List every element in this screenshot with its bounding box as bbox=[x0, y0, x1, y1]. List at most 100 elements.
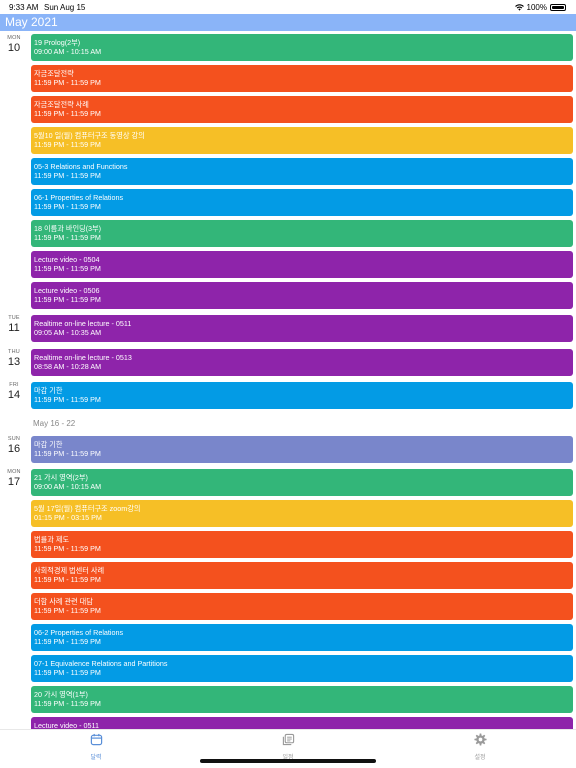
event-title: 19 Prolog(2부) bbox=[34, 38, 81, 47]
event-title: 18 이름과 바인딩(3부) bbox=[34, 224, 102, 233]
event-time: 11:59 PM - 11:59 PM bbox=[34, 264, 101, 273]
event-time: 11:59 PM - 11:59 PM bbox=[34, 295, 101, 304]
event-time: 11:59 PM - 11:59 PM bbox=[34, 171, 101, 180]
event-card[interactable]: Realtime on-line lecture - 0511 09:05 AM … bbox=[31, 315, 573, 342]
event-title: 07-1 Equivalence Relations and Partition… bbox=[34, 659, 168, 668]
day-of-week: MON bbox=[7, 469, 21, 475]
day-of-week: MON bbox=[7, 35, 21, 41]
tab-label: 설정 bbox=[474, 755, 486, 761]
event-title: 법률과 제도 bbox=[34, 535, 70, 544]
event-card[interactable]: 자금조달전략 11:59 PM - 11:59 PM bbox=[31, 65, 573, 92]
event-card[interactable]: Lecture video - 0504 11:59 PM - 11:59 PM bbox=[31, 251, 573, 278]
event-time: 11:59 PM - 11:59 PM bbox=[34, 109, 101, 118]
event-time: 11:59 PM - 11:59 PM bbox=[34, 606, 101, 615]
tab-calendar[interactable]: 달력 bbox=[66, 733, 126, 761]
day-label: FRI 14 bbox=[0, 382, 28, 401]
battery-icon bbox=[550, 4, 566, 11]
wifi-icon bbox=[514, 4, 524, 11]
event-time: 11:59 PM - 11:59 PM bbox=[34, 637, 101, 646]
event-time: 09:00 AM - 10:15 AM bbox=[34, 47, 102, 56]
day-number: 16 bbox=[7, 443, 21, 455]
event-card[interactable]: 마감 기한 11:59 PM - 11:59 PM bbox=[31, 436, 573, 463]
event-time: 09:00 AM - 10:15 AM bbox=[34, 482, 102, 491]
event-time: 11:59 PM - 11:59 PM bbox=[34, 449, 101, 458]
event-title: Lecture video - 0511 bbox=[34, 721, 99, 729]
event-title: Realtime on-line lecture - 0513 bbox=[34, 353, 132, 362]
event-card[interactable]: 사회적경제 법센터 사례 11:59 PM - 11:59 PM bbox=[31, 562, 573, 589]
event-time: 11:59 PM - 11:59 PM bbox=[34, 202, 101, 211]
tab-settings[interactable]: 설정 bbox=[450, 733, 510, 761]
status-bar: 9:33 AM Sun Aug 15 100% bbox=[0, 0, 576, 14]
week-separator: May 16 - 22 bbox=[33, 419, 76, 428]
event-card[interactable]: 자금조달전략 사례 11:59 PM - 11:59 PM bbox=[31, 96, 573, 123]
event-title: 5월10 일(월) 컴퓨터구조 동영상 강의 bbox=[34, 131, 145, 140]
event-time: 11:59 PM - 11:59 PM bbox=[34, 78, 101, 87]
event-card[interactable]: 5월 17일(월) 컴퓨터구조 zoom강의 01:15 PM - 03:15 P… bbox=[31, 500, 573, 527]
event-title: Realtime on-line lecture - 0511 bbox=[34, 319, 132, 328]
event-title: 21 가시 영역(2부) bbox=[34, 473, 88, 482]
event-card[interactable]: 06-2 Properties of Relations 11:59 PM - 1… bbox=[31, 624, 573, 651]
day-label: MON 17 bbox=[0, 469, 28, 488]
event-time: 09:05 AM - 10:35 AM bbox=[34, 328, 102, 337]
event-title: 06-1 Properties of Relations bbox=[34, 193, 124, 202]
day-number: 10 bbox=[7, 42, 21, 54]
event-card[interactable]: 21 가시 영역(2부) 09:00 AM - 10:15 AM bbox=[31, 469, 573, 496]
event-card[interactable]: 법률과 제도 11:59 PM - 11:59 PM bbox=[31, 531, 573, 558]
calendar-icon bbox=[90, 733, 102, 746]
event-card[interactable]: 18 이름과 바인딩(3부) 11:59 PM - 11:59 PM bbox=[31, 220, 573, 247]
day-label: SUN 16 bbox=[0, 436, 28, 455]
event-title: 20 가시 영역(1부) bbox=[34, 690, 88, 699]
event-title: 마감 기한 bbox=[34, 386, 63, 395]
day-of-week: TUE bbox=[8, 315, 20, 321]
event-time: 01:15 PM - 03:15 PM bbox=[34, 513, 102, 522]
event-card[interactable]: 마감 기한 11:59 PM - 11:59 PM bbox=[31, 382, 573, 409]
home-indicator bbox=[200, 759, 376, 763]
event-title: Lecture video - 0506 bbox=[34, 286, 100, 295]
event-card[interactable]: Lecture video - 0506 11:59 PM - 11:59 PM bbox=[31, 282, 573, 309]
event-card[interactable]: 06-1 Properties of Relations 11:59 PM - 1… bbox=[31, 189, 573, 216]
tab-label: 달력 bbox=[90, 755, 102, 761]
tab-label: 일정 bbox=[282, 755, 294, 761]
event-title: 더함 사례 관련 대담 bbox=[34, 597, 93, 606]
day-number: 14 bbox=[7, 389, 21, 401]
tab-schedule[interactable]: 일정 bbox=[258, 733, 318, 761]
day-of-week: FRI bbox=[9, 382, 19, 388]
status-time: 9:33 AM bbox=[9, 3, 39, 12]
event-card[interactable]: 07-1 Equivalence Relations and Partition… bbox=[31, 655, 573, 682]
event-time: 08:58 AM - 10:28 AM bbox=[34, 362, 102, 371]
event-time: 11:59 PM - 11:59 PM bbox=[34, 668, 101, 677]
event-time: 11:59 PM - 11:59 PM bbox=[34, 699, 101, 708]
event-card[interactable]: Lecture video - 0511 bbox=[31, 717, 573, 729]
day-of-week: SUN bbox=[7, 436, 21, 442]
gear-icon bbox=[473, 733, 487, 746]
event-card[interactable]: 20 가시 영역(1부) 11:59 PM - 11:59 PM bbox=[31, 686, 573, 713]
day-number: 11 bbox=[8, 322, 20, 334]
month-header: May 2021 bbox=[0, 14, 576, 31]
day-label: TUE 11 bbox=[0, 315, 28, 334]
event-time: 11:59 PM - 11:59 PM bbox=[34, 140, 101, 149]
event-title: 5월 17일(월) 컴퓨터구조 zoom강의 bbox=[34, 504, 141, 513]
agenda-list[interactable]: MON 10 TUE 11 THU 13 FRI 14 May 16 - 22 … bbox=[0, 31, 576, 729]
event-title: 06-2 Properties of Relations bbox=[34, 628, 124, 637]
list-icon bbox=[282, 733, 294, 746]
event-time: 11:59 PM - 11:59 PM bbox=[34, 233, 101, 242]
event-card[interactable]: Realtime on-line lecture - 0513 08:58 AM … bbox=[31, 349, 573, 376]
day-label: THU 13 bbox=[0, 349, 28, 368]
event-title: 사회적경제 법센터 사례 bbox=[34, 566, 105, 575]
event-title: Lecture video - 0504 bbox=[34, 255, 100, 264]
event-title: 자금조달전략 bbox=[34, 69, 74, 78]
status-date: Sun Aug 15 bbox=[44, 3, 86, 12]
event-title: 마감 기한 bbox=[34, 440, 63, 449]
day-of-week: THU bbox=[8, 349, 20, 355]
event-title: 자금조달전략 사례 bbox=[34, 100, 89, 109]
event-title: 05-3 Relations and Functions bbox=[34, 162, 128, 171]
event-card[interactable]: 더함 사례 관련 대담 11:59 PM - 11:59 PM bbox=[31, 593, 573, 620]
event-card[interactable]: 19 Prolog(2부) 09:00 AM - 10:15 AM bbox=[31, 34, 573, 61]
day-number: 13 bbox=[7, 356, 21, 368]
day-label: MON 10 bbox=[0, 35, 28, 54]
event-time: 11:59 PM - 11:59 PM bbox=[34, 575, 101, 584]
event-card[interactable]: 5월10 일(월) 컴퓨터구조 동영상 강의 11:59 PM - 11:59 P… bbox=[31, 127, 573, 154]
event-time: 11:59 PM - 11:59 PM bbox=[34, 395, 101, 404]
battery-percent: 100% bbox=[526, 3, 547, 12]
event-card[interactable]: 05-3 Relations and Functions 11:59 PM - 1… bbox=[31, 158, 573, 185]
